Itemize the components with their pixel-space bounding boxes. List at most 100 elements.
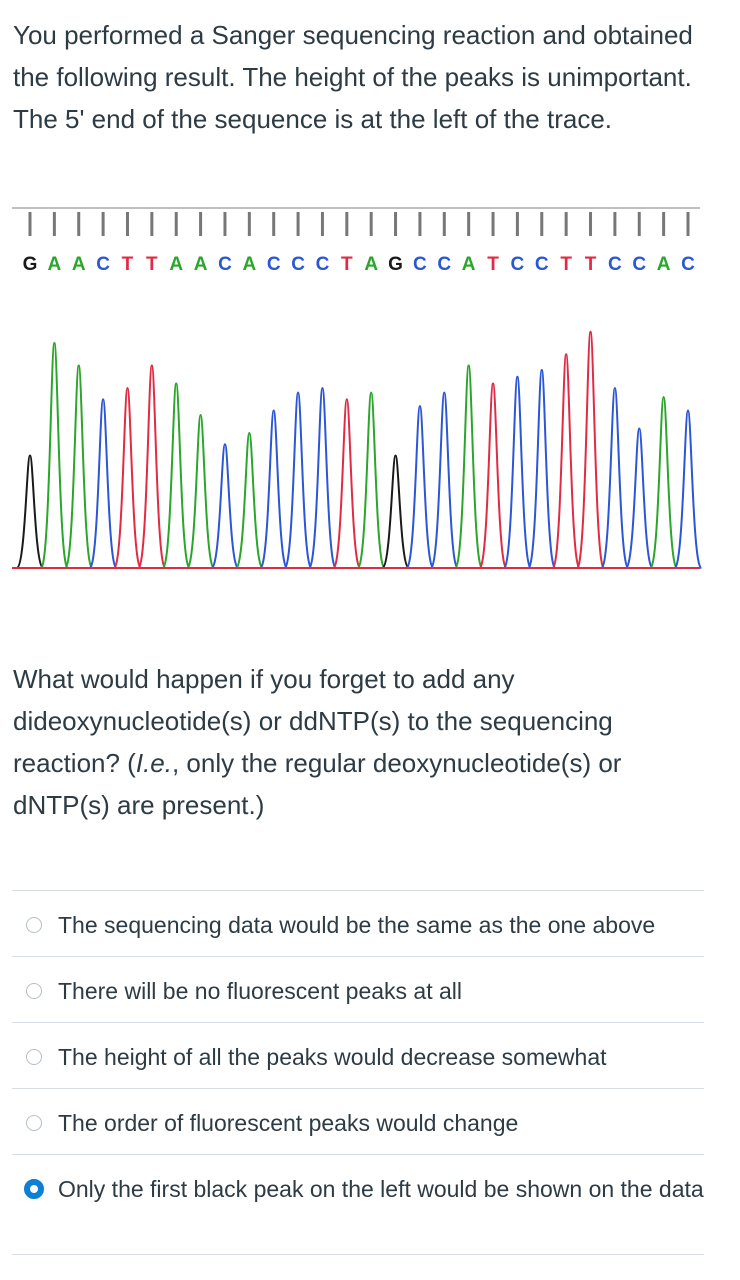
answer-label: There will be no fluorescent peaks at al… (58, 978, 462, 1004)
base-letter: C (535, 254, 549, 275)
base-letter: C (267, 254, 281, 275)
trace-peaks (15, 330, 703, 569)
base-letter: C (632, 254, 646, 275)
base-letter: C (218, 254, 232, 275)
trace-peak (381, 454, 410, 569)
question-part-1: What would happen if you forget to add a… (13, 664, 613, 778)
base-tick (272, 212, 276, 236)
base-letter: T (560, 254, 572, 275)
base-tick-marks (28, 212, 690, 236)
trace-peak (308, 386, 337, 569)
base-letter: C (96, 254, 110, 275)
trace-peak (15, 454, 45, 569)
trace-peak (649, 395, 679, 569)
base-letter: G (23, 254, 38, 275)
trace-peak (624, 427, 654, 569)
answer-option[interactable]: There will be no fluorescent peaks at al… (12, 957, 704, 1023)
base-tick (174, 212, 178, 236)
question-part-2: , only the regular deoxynucleotide(s) or… (13, 748, 622, 820)
base-tick (247, 212, 251, 236)
base-tick (515, 212, 519, 236)
base-tick (540, 212, 544, 236)
trace-peak (161, 382, 191, 569)
radio-button-selected[interactable] (24, 1179, 44, 1199)
base-tick (28, 212, 32, 236)
base-letter: T (585, 254, 597, 275)
base-letter: A (242, 254, 256, 275)
base-tick (223, 212, 227, 236)
trace-peak (234, 431, 264, 569)
trace-peak (405, 404, 435, 569)
trace-peak (527, 368, 557, 569)
trace-peak (478, 382, 508, 569)
base-tick (662, 212, 666, 236)
trace-peak (356, 391, 386, 569)
base-tick (345, 212, 349, 236)
base-tick (613, 212, 617, 236)
trace-peak (137, 364, 167, 569)
radio-button[interactable] (26, 1115, 42, 1131)
trace-peak (186, 413, 215, 569)
radio-button[interactable] (26, 917, 42, 933)
radio-button[interactable] (26, 1049, 42, 1065)
trace-peak (429, 391, 459, 569)
trace-peak (210, 443, 240, 569)
base-letter: A (194, 254, 208, 275)
base-tick (150, 212, 154, 236)
base-tick (686, 212, 690, 236)
base-tick (296, 212, 300, 236)
base-tick (77, 212, 81, 236)
base-letter: C (316, 254, 330, 275)
base-letter: A (462, 254, 476, 275)
base-letter: C (681, 254, 695, 275)
base-letter: C (413, 254, 427, 275)
question-text: What would happen if you forget to add a… (13, 658, 718, 826)
base-tick (491, 212, 495, 236)
base-tick (320, 212, 324, 236)
answer-label: Only the first black peak on the left wo… (58, 1176, 704, 1202)
base-letter: G (388, 254, 403, 275)
question-italic: I.e. (135, 748, 172, 778)
base-tick (125, 212, 129, 236)
base-tick (467, 212, 471, 236)
answer-label: The sequencing data would be the same as… (58, 912, 656, 938)
trace-peak (88, 398, 118, 569)
intro-text: You performed a Sanger sequencing reacti… (13, 20, 693, 134)
base-letter: C (608, 254, 622, 275)
base-tick (442, 212, 446, 236)
base-tick (394, 212, 398, 236)
answer-option-selected[interactable]: Only the first black peak on the left wo… (12, 1155, 704, 1255)
base-tick (418, 212, 422, 236)
radio-button[interactable] (26, 983, 42, 999)
answer-option[interactable]: The order of fluorescent peaks would cha… (12, 1089, 704, 1155)
base-letter: A (657, 254, 671, 275)
trace-peak (39, 341, 69, 569)
trace-peak (503, 375, 532, 569)
trace-peak (454, 364, 484, 569)
answer-option[interactable]: The sequencing data would be the same as… (12, 891, 704, 957)
trace-peak (113, 386, 142, 569)
trace-peak (332, 398, 362, 569)
base-letter: C (437, 254, 451, 275)
answer-label: The order of fluorescent peaks would cha… (58, 1110, 519, 1136)
base-tick (101, 212, 105, 236)
base-tick (589, 212, 593, 236)
trace-peak (64, 364, 94, 569)
base-tick (199, 212, 203, 236)
trace-peak (259, 409, 289, 569)
trace-peak (576, 330, 605, 569)
answer-option[interactable]: The height of all the peaks would decrea… (12, 1023, 704, 1089)
base-tick (637, 212, 641, 236)
base-letter: C (291, 254, 305, 275)
base-letter: A (169, 254, 183, 275)
trace-peak (673, 409, 703, 569)
trace-peak (551, 353, 581, 569)
base-tick (369, 212, 373, 236)
trace-peak (283, 391, 313, 569)
base-letter: T (146, 254, 158, 275)
base-letter: T (122, 254, 134, 275)
answer-options: The sequencing data would be the same as… (12, 890, 704, 1255)
base-letter: A (48, 254, 62, 275)
